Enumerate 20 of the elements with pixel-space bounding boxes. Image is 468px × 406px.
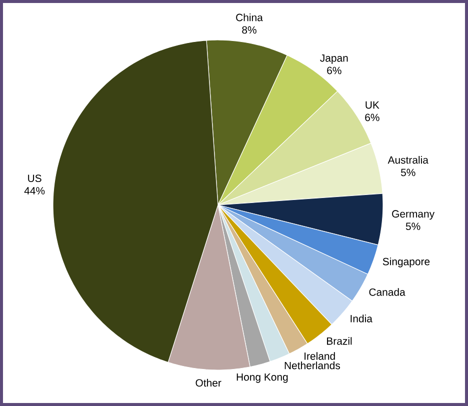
slice-label: Brazil: [327, 337, 352, 345]
slice-label: UK: [366, 101, 380, 109]
slice-label: Ireland: [304, 352, 335, 360]
slice-label: Singapore: [382, 258, 430, 268]
slice-label: India: [350, 314, 372, 322]
slice-label: Australia: [388, 156, 428, 164]
data-label: 44%: [24, 187, 45, 194]
data-label: 6%: [327, 66, 342, 74]
data-label: 8%: [242, 26, 256, 34]
slice-label: Other: [196, 378, 222, 387]
slice-label: Hong Kong: [236, 373, 288, 383]
slice-label: Netherlands: [284, 362, 340, 370]
slice-label: China: [236, 14, 263, 22]
data-label: 5%: [400, 168, 416, 176]
slice-label: US: [28, 174, 42, 182]
data-label: 6%: [365, 114, 380, 122]
slice-label: Japan: [320, 54, 348, 64]
slice-label: Germany: [392, 210, 435, 220]
data-label: 5%: [406, 222, 420, 230]
slice-label: Canada: [369, 288, 406, 296]
